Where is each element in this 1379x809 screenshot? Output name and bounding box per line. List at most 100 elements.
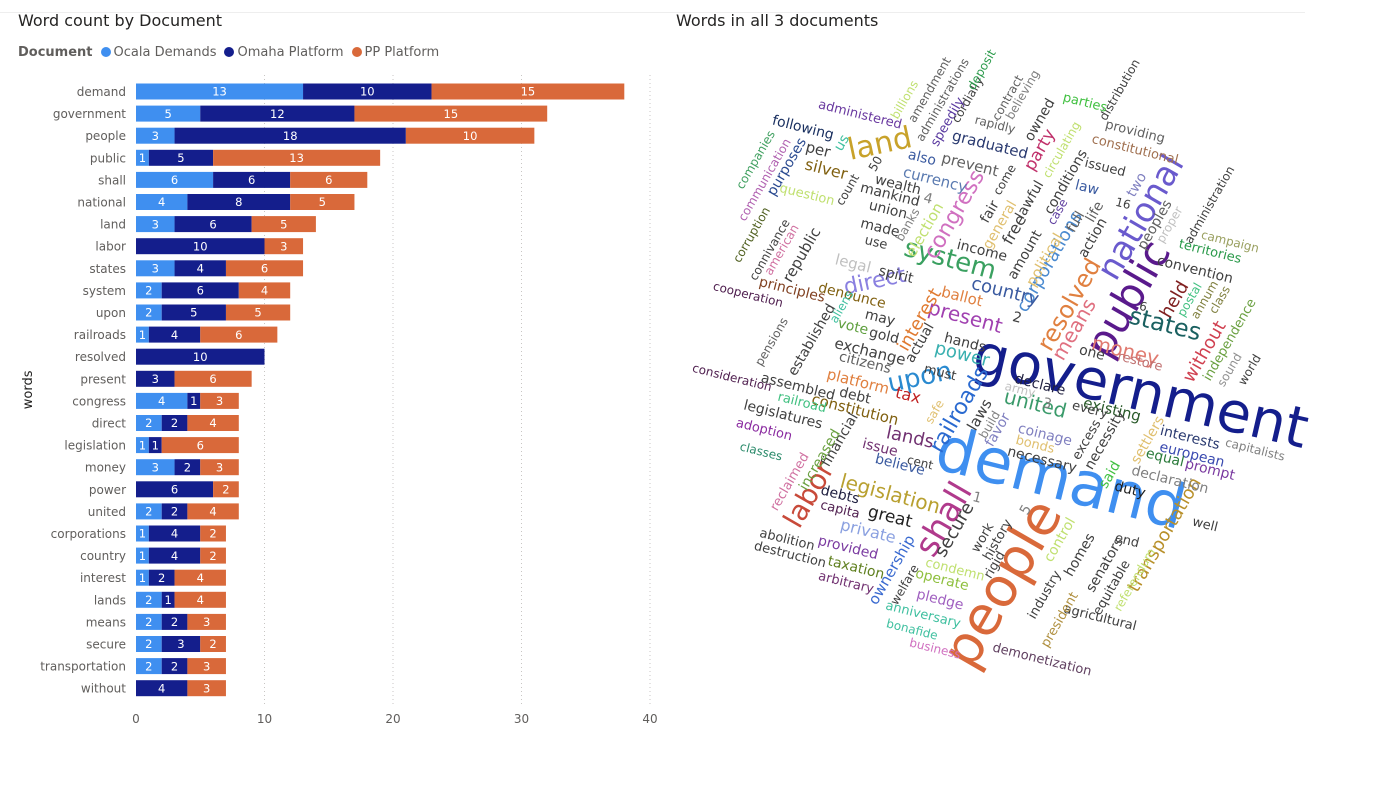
bar-legislation-omaha-platform[interactable] <box>148 437 162 454</box>
bar-national-ocala-demands[interactable] <box>136 194 188 210</box>
bar-upon-pp-platform[interactable] <box>225 304 291 321</box>
legend-item-ocala[interactable]: Ocala Demands <box>100 45 216 60</box>
bar-congress-ocala-demands[interactable] <box>136 392 188 409</box>
bar-national-omaha-platform[interactable] <box>187 194 291 210</box>
bar-people-omaha-platform[interactable] <box>174 127 406 144</box>
bar-people-ocala-demands[interactable] <box>136 127 175 144</box>
bar-united-omaha-platform[interactable] <box>161 503 188 520</box>
bar-country-pp-platform[interactable] <box>200 547 226 564</box>
bar-people-pp-platform[interactable] <box>405 127 535 144</box>
bar-railroads-ocala-demands[interactable] <box>136 326 149 343</box>
word-50[interactable]: 50 <box>866 154 886 174</box>
word-may[interactable]: may <box>863 307 896 330</box>
bar-present-pp-platform[interactable] <box>174 370 252 387</box>
bar-lands-pp-platform[interactable] <box>174 591 226 608</box>
bar-means-ocala-demands[interactable] <box>136 613 162 630</box>
bar-demand-omaha-platform[interactable] <box>303 83 432 100</box>
bar-shall-omaha-platform[interactable] <box>213 171 291 188</box>
bar-system-ocala-demands[interactable] <box>136 282 162 299</box>
bar-secure-pp-platform[interactable] <box>200 636 226 652</box>
legend-item-omaha[interactable]: Omaha Platform <box>224 45 344 60</box>
bar-land-omaha-platform[interactable] <box>174 216 252 233</box>
legend-item-pp[interactable]: PP Platform <box>351 45 439 60</box>
bar-legislation-pp-platform[interactable] <box>161 437 239 454</box>
bar-money-pp-platform[interactable] <box>200 459 239 476</box>
bar-demand-pp-platform[interactable] <box>431 83 625 100</box>
bar-without-omaha-platform[interactable] <box>136 680 188 697</box>
word-lawful[interactable]: lawful <box>1013 178 1048 222</box>
bar-upon-omaha-platform[interactable] <box>161 304 226 321</box>
word-1[interactable]: 1 <box>971 489 984 507</box>
bar-united-ocala-demands[interactable] <box>136 503 162 520</box>
bar-interest-pp-platform[interactable] <box>174 569 226 586</box>
bar-direct-pp-platform[interactable] <box>187 415 239 431</box>
bar-shall-pp-platform[interactable] <box>290 171 368 188</box>
bar-present-omaha-platform[interactable] <box>136 370 175 387</box>
bar-public-ocala-demands[interactable] <box>136 149 149 166</box>
bar-public-omaha-platform[interactable] <box>148 149 214 166</box>
bar-congress-pp-platform[interactable] <box>200 392 239 409</box>
bar-land-ocala-demands[interactable] <box>136 216 175 233</box>
bar-states-pp-platform[interactable] <box>225 260 304 277</box>
bar-government-omaha-platform[interactable] <box>200 105 355 122</box>
word-debt[interactable]: debt <box>838 384 873 407</box>
word-use[interactable]: use <box>863 233 889 253</box>
bar-means-omaha-platform[interactable] <box>161 613 188 630</box>
word-3[interactable]: 3 <box>1041 395 1054 413</box>
word-end[interactable]: end <box>1113 531 1140 551</box>
bar-transportation-pp-platform[interactable] <box>187 658 226 675</box>
bar-demand-ocala-demands[interactable] <box>136 83 304 100</box>
word-issued[interactable]: issued <box>1083 156 1127 181</box>
word-parties[interactable]: parties <box>1061 90 1109 116</box>
bar-system-omaha-platform[interactable] <box>161 282 239 299</box>
bar-shall-ocala-demands[interactable] <box>136 171 214 188</box>
word-also[interactable]: also <box>906 147 937 169</box>
bar-united-pp-platform[interactable] <box>187 503 239 520</box>
bar-money-ocala-demands[interactable] <box>136 459 175 476</box>
bar-corporations-pp-platform[interactable] <box>200 525 226 542</box>
bar-national-pp-platform[interactable] <box>290 194 355 210</box>
bar-public-pp-platform[interactable] <box>213 149 381 166</box>
word-legal[interactable]: legal <box>833 250 873 276</box>
word-vote[interactable]: vote <box>836 315 870 338</box>
bar-corporations-omaha-platform[interactable] <box>148 525 201 542</box>
word-pensions[interactable]: pensions <box>752 315 791 368</box>
bar-railroads-omaha-platform[interactable] <box>148 326 201 343</box>
bar-corporations-ocala-demands[interactable] <box>136 525 149 542</box>
word-question[interactable]: question <box>778 181 836 209</box>
word-well[interactable]: well <box>1191 515 1220 536</box>
bar-states-omaha-platform[interactable] <box>174 260 226 277</box>
bar-congress-omaha-platform[interactable] <box>187 392 201 409</box>
word-one[interactable]: one <box>1077 342 1106 364</box>
bar-power-pp-platform[interactable] <box>213 481 239 498</box>
bar-resolved-omaha-platform[interactable] <box>136 348 265 365</box>
bar-interest-omaha-platform[interactable] <box>148 569 175 586</box>
word-2[interactable]: 2 <box>1011 309 1024 327</box>
bar-legislation-ocala-demands[interactable] <box>136 437 149 454</box>
bar-states-ocala-demands[interactable] <box>136 260 175 277</box>
bar-lands-ocala-demands[interactable] <box>136 591 162 608</box>
word-cent[interactable]: cent <box>906 453 935 473</box>
bar-government-pp-platform[interactable] <box>354 105 548 122</box>
bar-country-omaha-platform[interactable] <box>148 547 201 564</box>
bar-upon-ocala-demands[interactable] <box>136 304 162 321</box>
word-law[interactable]: law <box>1073 177 1100 198</box>
bar-direct-omaha-platform[interactable] <box>161 415 188 431</box>
word-duty[interactable]: duty <box>1113 478 1147 501</box>
word-gold[interactable]: gold <box>867 325 900 348</box>
word-demonetization[interactable]: demonetization <box>991 640 1093 679</box>
bar-without-pp-platform[interactable] <box>187 680 226 697</box>
bar-labor-omaha-platform[interactable] <box>136 238 265 255</box>
bar-power-omaha-platform[interactable] <box>136 481 214 498</box>
bar-land-pp-platform[interactable] <box>251 216 316 233</box>
word-per[interactable]: per <box>804 138 833 162</box>
bar-interest-ocala-demands[interactable] <box>136 569 149 586</box>
bar-money-omaha-platform[interactable] <box>174 459 201 476</box>
bar-system-pp-platform[interactable] <box>238 282 291 299</box>
bar-government-ocala-demands[interactable] <box>136 105 201 122</box>
bar-transportation-omaha-platform[interactable] <box>161 658 188 675</box>
bar-labor-pp-platform[interactable] <box>264 238 304 255</box>
bar-direct-ocala-demands[interactable] <box>136 415 162 431</box>
bar-lands-omaha-platform[interactable] <box>161 591 175 608</box>
bar-railroads-pp-platform[interactable] <box>200 326 278 343</box>
